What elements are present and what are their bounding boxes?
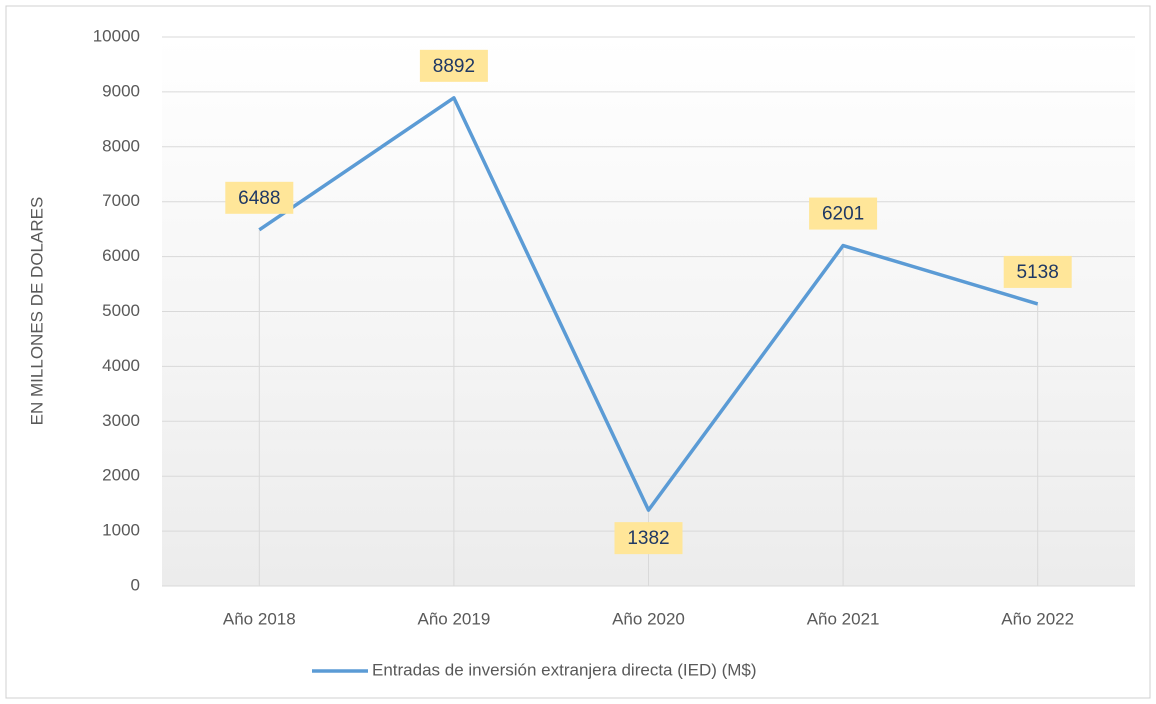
- x-tick-label: Año 2018: [223, 609, 296, 628]
- data-label: 6488: [238, 188, 280, 209]
- data-label-box: [1003, 255, 1072, 288]
- x-tick-label: Año 2020: [612, 609, 685, 628]
- y-tick-label: 9000: [102, 81, 140, 100]
- y-axis-title: EN MILLONES DE DOLARES: [27, 197, 46, 426]
- data-label: 8892: [433, 56, 475, 77]
- legend-label: Entradas de inversión extranjera directa…: [372, 660, 757, 679]
- y-tick-label: 4000: [102, 356, 140, 375]
- y-tick-label: 8000: [102, 136, 140, 155]
- data-label: 1382: [627, 528, 669, 549]
- y-tick-label: 5000: [102, 301, 140, 320]
- y-tick-label: 1000: [102, 521, 140, 540]
- y-tick-label: 6000: [102, 246, 140, 265]
- x-tick-label: Año 2019: [418, 609, 491, 628]
- x-tick-label: Año 2022: [1001, 609, 1074, 628]
- series-line: [258, 96, 1039, 512]
- y-tick-label: 0: [131, 575, 140, 594]
- y-tick-label: 2000: [102, 466, 140, 485]
- y-tick-label: 7000: [102, 191, 140, 210]
- data-label-box: [419, 49, 488, 82]
- data-label: 6201: [822, 204, 864, 225]
- y-tick-label: 10000: [93, 26, 140, 45]
- x-tick-label: Año 2021: [807, 609, 880, 628]
- data-label-box: [809, 197, 878, 230]
- y-tick-label: 3000: [102, 411, 140, 430]
- data-label-box: [225, 181, 294, 214]
- data-label-box: [614, 522, 683, 555]
- data-label: 5138: [1017, 262, 1059, 283]
